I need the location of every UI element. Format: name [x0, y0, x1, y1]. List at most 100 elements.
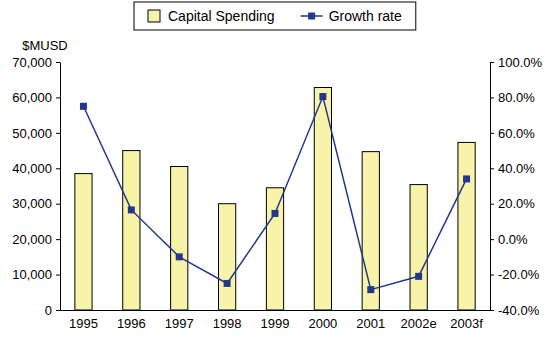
tick: 1995	[69, 310, 98, 331]
tick: 60,000	[12, 90, 60, 105]
y-axis-label: $MUSD	[22, 38, 68, 53]
tick-label: 2002e	[401, 316, 437, 331]
tick: 80.0%	[490, 90, 535, 105]
axis-line	[60, 63, 61, 311]
bar	[123, 151, 140, 310]
marker	[176, 253, 183, 260]
tick-mark	[490, 204, 494, 205]
bar	[171, 167, 188, 310]
tick: 60.0%	[490, 126, 535, 141]
legend-marker	[308, 13, 315, 20]
tick-mark	[490, 133, 494, 134]
plot-area	[75, 88, 475, 310]
tick-mark	[56, 275, 60, 276]
tick-label: 100.0%	[498, 55, 543, 70]
tick-label: 10,000	[12, 267, 52, 282]
tick-label: 40.0%	[498, 161, 535, 176]
bar	[218, 204, 235, 310]
marker	[367, 286, 374, 293]
legend-item: Growth rate	[301, 8, 402, 24]
tick-label: 20.0%	[498, 196, 535, 211]
tick-label: 50,000	[12, 126, 52, 141]
tick: 2003f	[450, 310, 483, 331]
bar	[362, 152, 379, 310]
bar	[266, 188, 283, 310]
tick-label: 1996	[117, 316, 146, 331]
tick: 40.0%	[490, 161, 535, 176]
legend: Capital Spending Growth rate	[134, 2, 416, 30]
tick-label: 1997	[165, 316, 194, 331]
bar	[458, 142, 475, 310]
marker	[272, 210, 279, 217]
tick-label: 2000	[308, 316, 337, 331]
axis-line	[61, 310, 491, 311]
tick: 0	[45, 303, 60, 318]
bar	[75, 174, 92, 310]
tick: 20,000	[12, 232, 60, 247]
tick-mark	[56, 62, 60, 63]
tick: 2001	[356, 310, 385, 331]
tick-mark	[490, 275, 494, 276]
marker	[224, 280, 231, 287]
marker	[415, 273, 422, 280]
tick-label: 0	[45, 303, 52, 318]
tick: 1998	[213, 310, 242, 331]
tick: 0.0%	[490, 232, 528, 247]
tick-mark	[56, 239, 60, 240]
tick-label: 1995	[69, 316, 98, 331]
tick-label: 80.0%	[498, 90, 535, 105]
tick-label: 2003f	[450, 316, 483, 331]
marker	[319, 93, 326, 100]
tick-label: 0.0%	[498, 232, 528, 247]
tick: 2000	[308, 310, 337, 331]
legend-item: Capital Spending	[148, 8, 275, 24]
tick-label: 40,000	[12, 161, 52, 176]
tick-mark	[56, 133, 60, 134]
tick-mark	[56, 204, 60, 205]
tick-mark	[56, 97, 60, 98]
tick-label: 30,000	[12, 196, 52, 211]
tick-label: 20,000	[12, 232, 52, 247]
tick-label: 60.0%	[498, 126, 535, 141]
tick: 2002e	[401, 310, 437, 331]
legend-box	[134, 2, 416, 30]
y-axis: 0 10,000 20,000 30,000 40,000 50,000 60,000 70,…	[12, 55, 60, 318]
legend-swatch	[148, 10, 160, 22]
legend-label: Capital Spending	[168, 8, 275, 24]
y2-axis: -40.0% -20.0% 0.0% 20.0% 40.0% 60.0% 80.0% 100.…	[490, 55, 543, 318]
tick: 20.0%	[490, 196, 535, 211]
tick: 1996	[117, 310, 146, 331]
tick-label: 70,000	[12, 55, 52, 70]
tick-label: -40.0%	[498, 303, 540, 318]
line	[83, 97, 466, 290]
marker	[463, 175, 470, 182]
tick: -40.0%	[490, 303, 540, 318]
tick-mark	[490, 168, 494, 169]
tick-label: 1998	[213, 316, 242, 331]
tick-label: 60,000	[12, 90, 52, 105]
tick: -20.0%	[490, 267, 540, 282]
marker	[128, 206, 135, 213]
tick: 40,000	[12, 161, 60, 176]
tick: 1999	[261, 310, 290, 331]
chart: 0 10,000 20,000 30,000 40,000 50,000 60,000 70,…	[0, 0, 550, 362]
tick-label: 2001	[356, 316, 385, 331]
tick: 10,000	[12, 267, 60, 282]
tick-mark	[490, 239, 494, 240]
tick: 1997	[165, 310, 194, 331]
tick-mark	[490, 97, 494, 98]
tick-mark	[56, 168, 60, 169]
tick: 70,000	[12, 55, 60, 70]
tick-mark	[490, 62, 494, 63]
tick-mark	[56, 310, 60, 311]
tick: 30,000	[12, 196, 60, 211]
bar	[410, 185, 427, 310]
tick: 100.0%	[490, 55, 543, 70]
marker	[80, 103, 87, 110]
tick-mark	[490, 310, 494, 311]
tick-label: 1999	[261, 316, 290, 331]
x-axis: 1995 1996 1997 1998 1999 2000 2001 2002e 2003f	[61, 310, 491, 331]
legend-label: Growth rate	[329, 8, 402, 24]
tick: 50,000	[12, 126, 60, 141]
axis-line	[490, 63, 491, 311]
